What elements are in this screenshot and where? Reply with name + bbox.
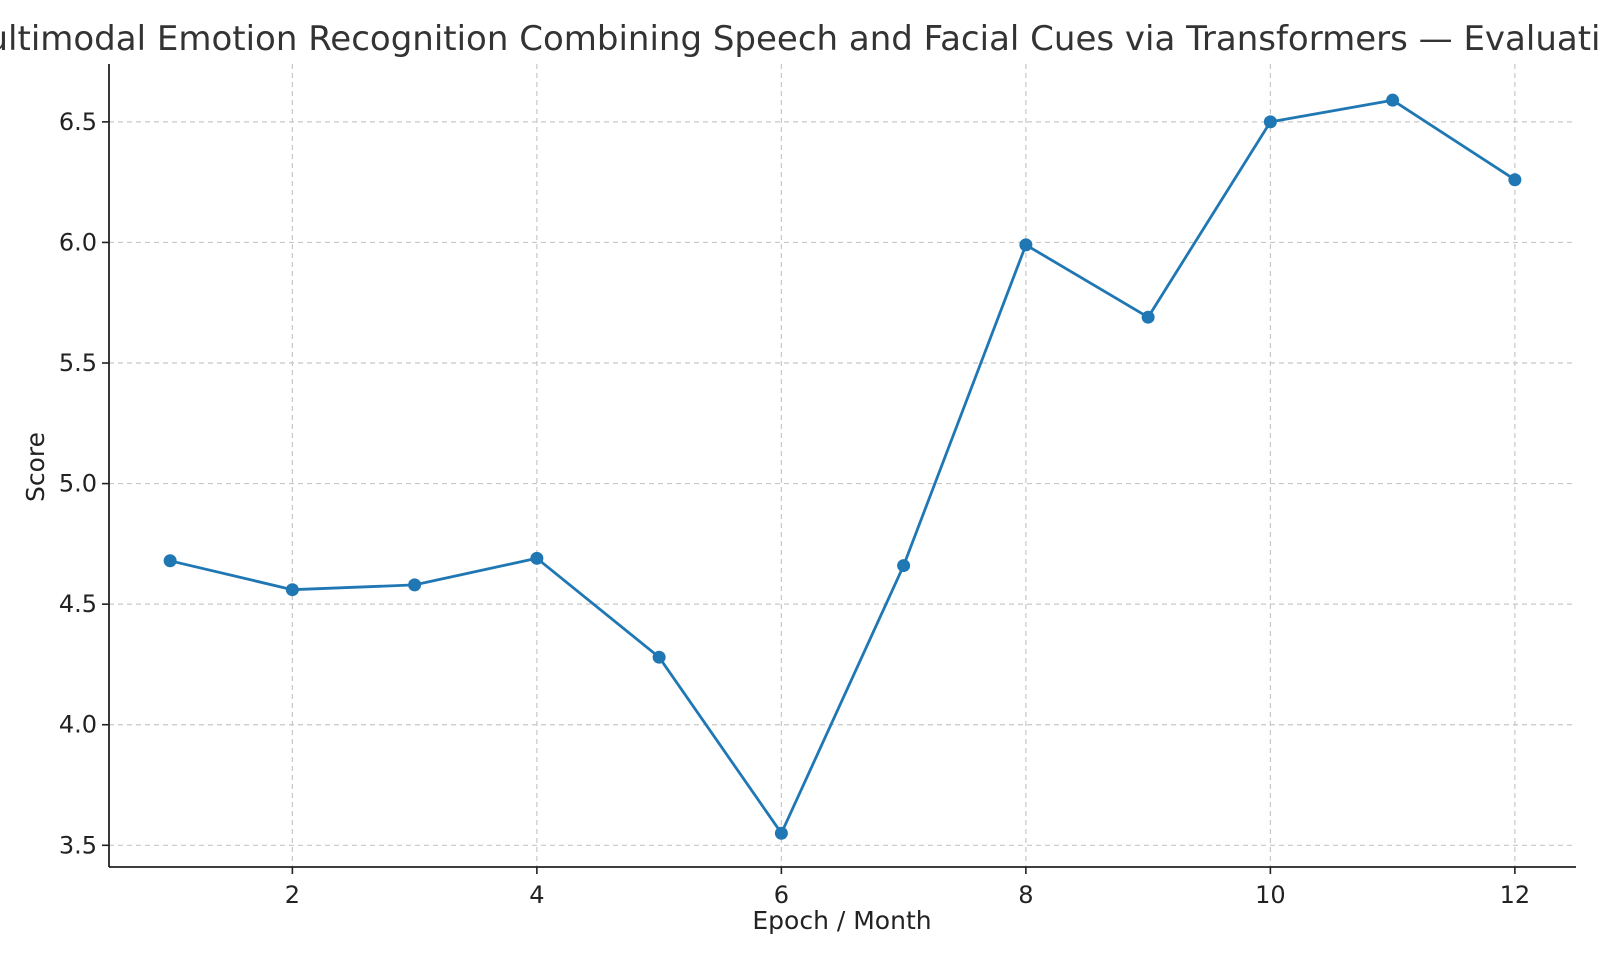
chart-labels: Multimodal Emotion Recognition Combining… (0, 19, 1600, 935)
x-tick-label: 12 (1500, 881, 1531, 909)
y-axis-label: Score (21, 432, 50, 502)
tick-labels: 2 4 6 8 10 12 3.5 4.0 4.5 5.0 5.5 6.0 6.5 (59, 108, 1530, 909)
chart-title: Multimodal Emotion Recognition Combining… (0, 19, 1600, 59)
data-point (1263, 115, 1277, 129)
grid-lines (109, 64, 1576, 867)
y-tick-label: 3.5 (59, 831, 97, 859)
y-tick-label: 5.0 (59, 470, 97, 498)
data-point (163, 554, 177, 568)
axes (108, 64, 1576, 868)
x-tick-label: 8 (1018, 881, 1033, 909)
y-tick-label: 4.5 (59, 590, 97, 618)
y-tick-label: 6.5 (59, 108, 97, 136)
data-point (652, 650, 666, 664)
y-tick-label: 6.0 (59, 228, 97, 256)
x-tick-label: 2 (285, 881, 300, 909)
data-point (285, 583, 299, 597)
x-tick-label: 4 (529, 881, 544, 909)
data-point (1141, 310, 1155, 324)
series-line-path (168, 98, 1517, 835)
x-axis-label: Epoch / Month (752, 906, 931, 935)
data-point (1508, 173, 1522, 187)
data-point (1386, 93, 1400, 107)
data-point (408, 578, 422, 592)
x-tick-label: 10 (1255, 881, 1286, 909)
series-line (163, 93, 1522, 840)
x-tick-label: 6 (774, 881, 789, 909)
data-point (897, 559, 911, 573)
y-tick-label: 4.0 (59, 711, 97, 739)
data-point (774, 826, 788, 840)
data-point (530, 551, 544, 565)
y-tick-label: 5.5 (59, 349, 97, 377)
data-point (1019, 238, 1033, 252)
